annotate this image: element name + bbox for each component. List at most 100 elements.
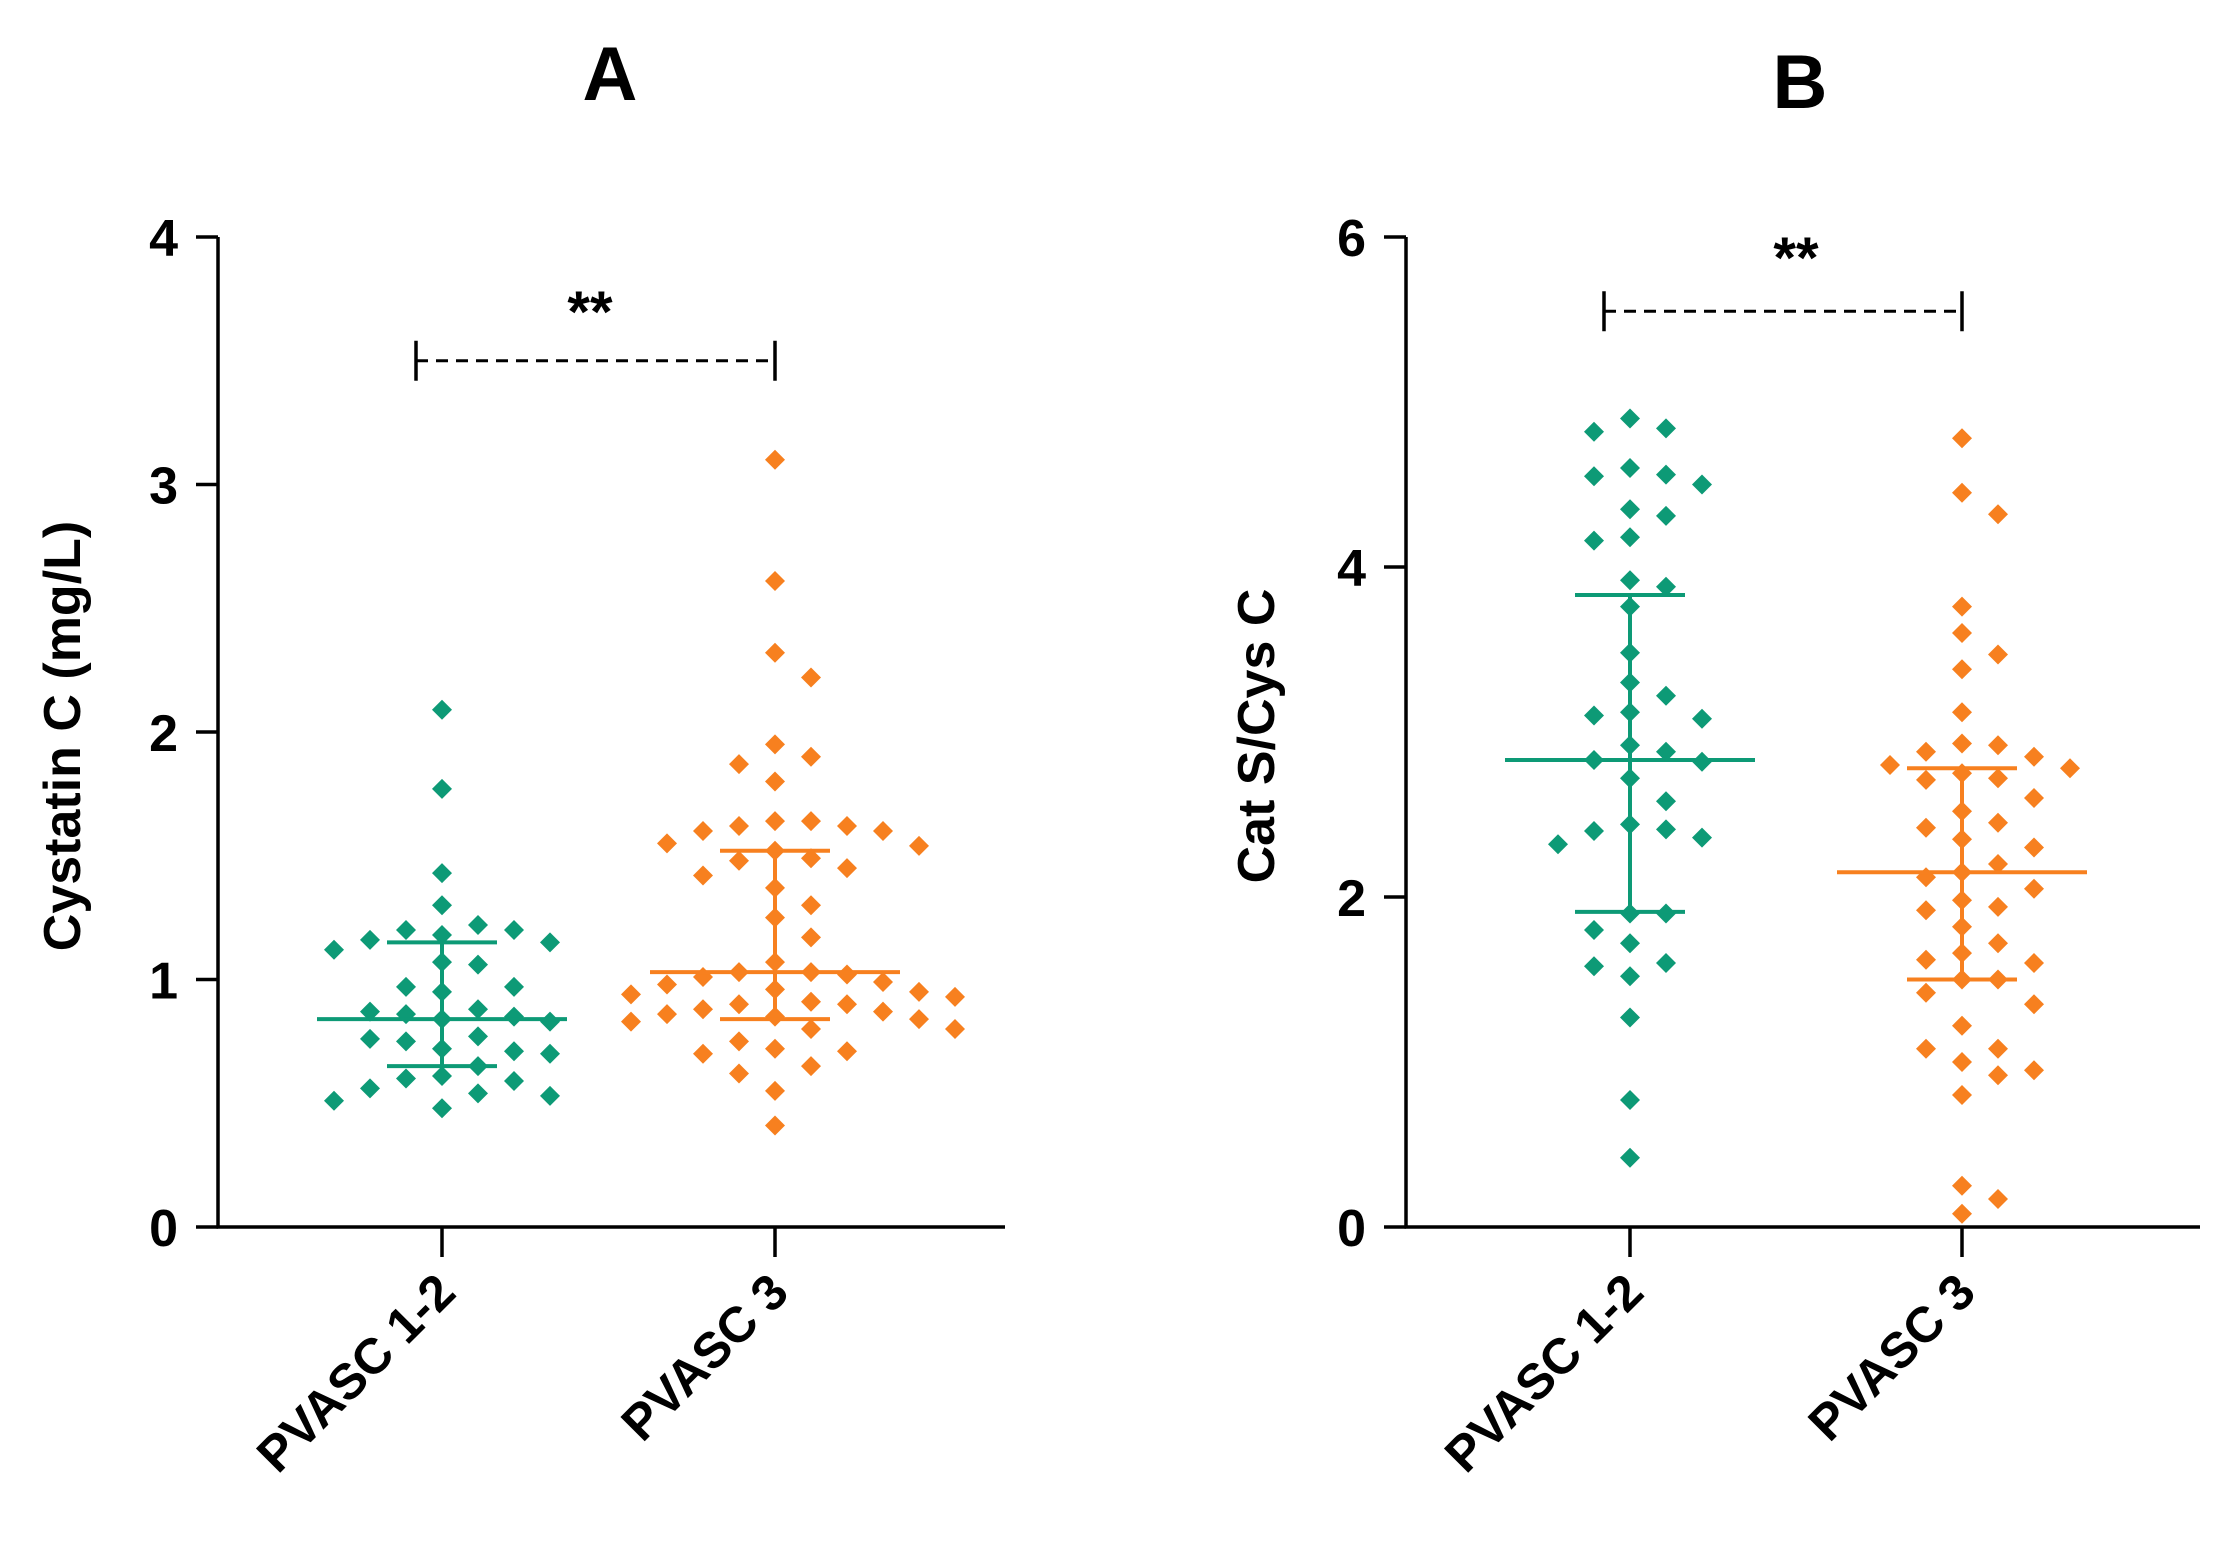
panel-b-point-group2	[1880, 755, 1900, 775]
panel-a-point-group1	[468, 1083, 488, 1104]
panel-a-point-group2	[657, 1004, 677, 1025]
panel-a-y-tick-label: 3	[149, 458, 178, 516]
panel-a-point-group1	[324, 939, 344, 960]
panel-a-point-group1	[540, 1043, 560, 1064]
panel-a-point-group1	[360, 1078, 380, 1099]
panel-a-point-group2	[837, 816, 857, 837]
panel-b-point-group1	[1656, 791, 1676, 812]
panel-a-point-group2	[837, 964, 857, 985]
panel-a-point-group2	[693, 1043, 713, 1064]
panel-a-letter: A	[583, 32, 638, 117]
panel-b-point-group1	[1584, 920, 1604, 940]
panel-b-significance-label: **	[1773, 226, 1819, 291]
panel-b-point-group2	[1988, 812, 2008, 833]
panel-a-y-tick-label: 4	[149, 210, 178, 268]
panel-a-point-group2	[765, 771, 785, 792]
panel-a-point-group2	[837, 1041, 857, 1062]
panel-b-point-group1	[1620, 499, 1640, 520]
panel-a-y-axis-title: Cystatin C (mg/L)	[34, 521, 92, 951]
panel-a-point-group2	[801, 811, 821, 832]
panel-a-point-group2	[765, 811, 785, 832]
panel-a-point-group1	[540, 932, 560, 953]
panel-b-point-group1	[1656, 953, 1676, 973]
panel-a-point-group1	[396, 1031, 416, 1052]
panel-b-point-group2	[1988, 896, 2008, 917]
panel-a-point-group2	[801, 1019, 821, 1039]
panel-b-point-group2	[2024, 1060, 2044, 1081]
panel-a-point-group2	[873, 971, 893, 992]
panel-b-point-group2	[2024, 788, 2044, 808]
panel-b-x-tick-label: PVASC 1-2	[1434, 1263, 1654, 1483]
panel-b-point-group2	[1952, 702, 1972, 723]
panel-b-letter: B	[1773, 40, 1828, 125]
panel-a-point-group2	[729, 994, 749, 1015]
panel-b-point-group1	[1584, 421, 1604, 442]
panel-b-point-group2	[1952, 1052, 1972, 1072]
panel-a-point-group1	[504, 1070, 524, 1091]
panel-b-point-group2	[1988, 644, 2008, 665]
panel-a-point-group1	[468, 915, 488, 936]
panel-b-point-group2	[1952, 623, 1972, 643]
panel-b-point-group1	[1620, 408, 1640, 429]
panel-b-point-group2	[2024, 994, 2044, 1015]
panel-a-point-group2	[621, 984, 641, 1005]
panel-a-point-group2	[765, 449, 785, 470]
panel-b-point-group2	[1952, 1203, 1972, 1224]
panel-a-point-group1	[396, 1004, 416, 1025]
panel-a-marks	[317, 449, 965, 1136]
panel-a-point-group2	[765, 571, 785, 592]
panel-a-point-group2	[693, 967, 713, 988]
panel-a-point-group2	[693, 865, 713, 886]
panel-a-point-group1	[432, 895, 452, 916]
panel-a-point-group2	[801, 991, 821, 1012]
panel-b-point-group2	[1916, 817, 1936, 838]
panel-b-point-group1	[1620, 527, 1640, 548]
panel-a-point-group1	[396, 920, 416, 940]
panel-a-point-group2	[801, 667, 821, 688]
panel-a-point-group2	[837, 994, 857, 1015]
panel-a-point-group2	[693, 821, 713, 841]
panel-a-point-group1	[468, 999, 488, 1020]
panel-b-point-group2	[1988, 1038, 2008, 1059]
panel-a-point-group1	[396, 976, 416, 997]
panel-a-point-group1	[360, 1028, 380, 1049]
panel-a-point-group2	[729, 1063, 749, 1084]
panel-b-point-group2	[1988, 854, 2008, 874]
panel-b-point-group1	[1584, 956, 1604, 977]
panel-b-point-group1	[1656, 418, 1676, 439]
panel-a-point-group2	[801, 927, 821, 948]
panel-a-point-group1	[432, 863, 452, 884]
panel-b-point-group2	[1988, 735, 2008, 756]
panel-b-point-group1	[1656, 819, 1676, 840]
panel-a-x-tick-label: PVASC 3	[610, 1263, 798, 1451]
panel-b-point-group2	[1988, 1188, 2008, 1209]
panel-b-point-group2	[1952, 482, 1972, 503]
panel-b-point-group2	[1988, 768, 2008, 789]
panel-a-point-group1	[360, 929, 380, 950]
panel-b-point-group1	[1692, 827, 1712, 848]
panel-b-point-group1	[1656, 576, 1676, 597]
panel-b-y-tick-label: 6	[1337, 210, 1366, 268]
panel-b-point-group1	[1548, 834, 1568, 855]
panel-b-point-group2	[1952, 1085, 1972, 1105]
panel-a-point-group1	[432, 699, 452, 720]
panel-b-point-group2	[1916, 949, 1936, 970]
panel-a-point-group2	[729, 850, 749, 871]
panel-a-point-group1	[504, 920, 524, 940]
panel-a-point-group2	[801, 1056, 821, 1077]
panel-a-y-tick-label: 0	[149, 1200, 178, 1258]
panel-b-point-group1	[1620, 458, 1640, 478]
panel-a-point-group1	[324, 1090, 344, 1111]
panel-a-point-group2	[837, 858, 857, 879]
panel-b-point-group2	[2060, 758, 2080, 779]
panel-b-marks	[1505, 408, 2087, 1224]
panel-b-axes: 0 2 4 6 PVASC 1-2 PVASC 3	[1337, 210, 2200, 1483]
panel-a-point-group2	[909, 1009, 929, 1030]
panel-a-y-tick-label: 1	[149, 953, 178, 1011]
panel-a-point-group2	[945, 986, 965, 1007]
panel-a-point-group2	[801, 848, 821, 869]
panel-b-point-group1	[1692, 708, 1712, 729]
panel-b-x-tick-label: PVASC 3	[1798, 1263, 1986, 1451]
panel-a-significance-label: **	[567, 280, 613, 345]
